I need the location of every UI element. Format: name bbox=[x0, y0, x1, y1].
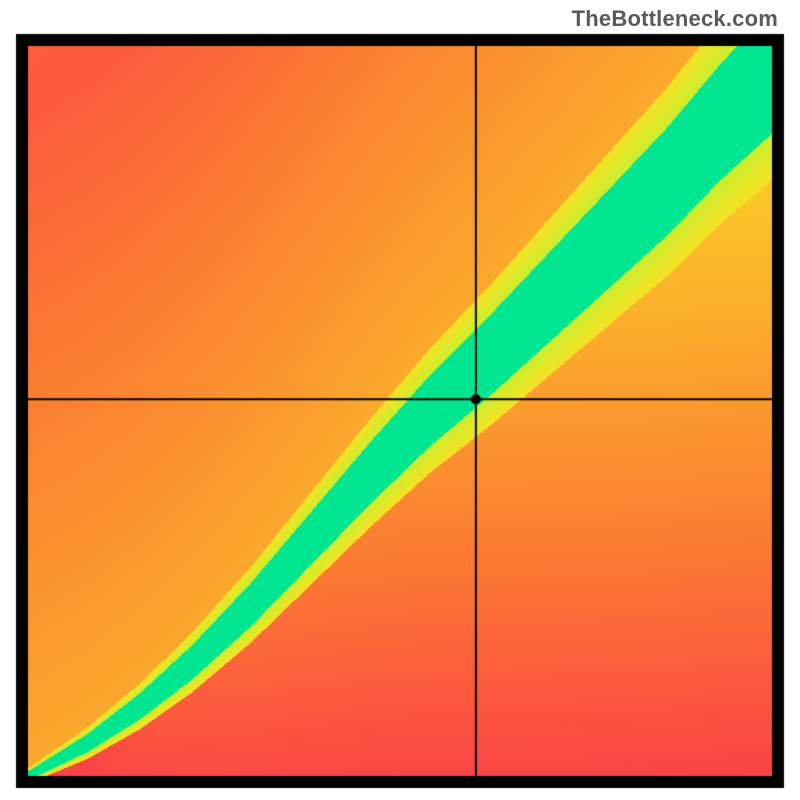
bottleneck-heatmap bbox=[0, 0, 800, 800]
chart-container: TheBottleneck.com bbox=[0, 0, 800, 800]
